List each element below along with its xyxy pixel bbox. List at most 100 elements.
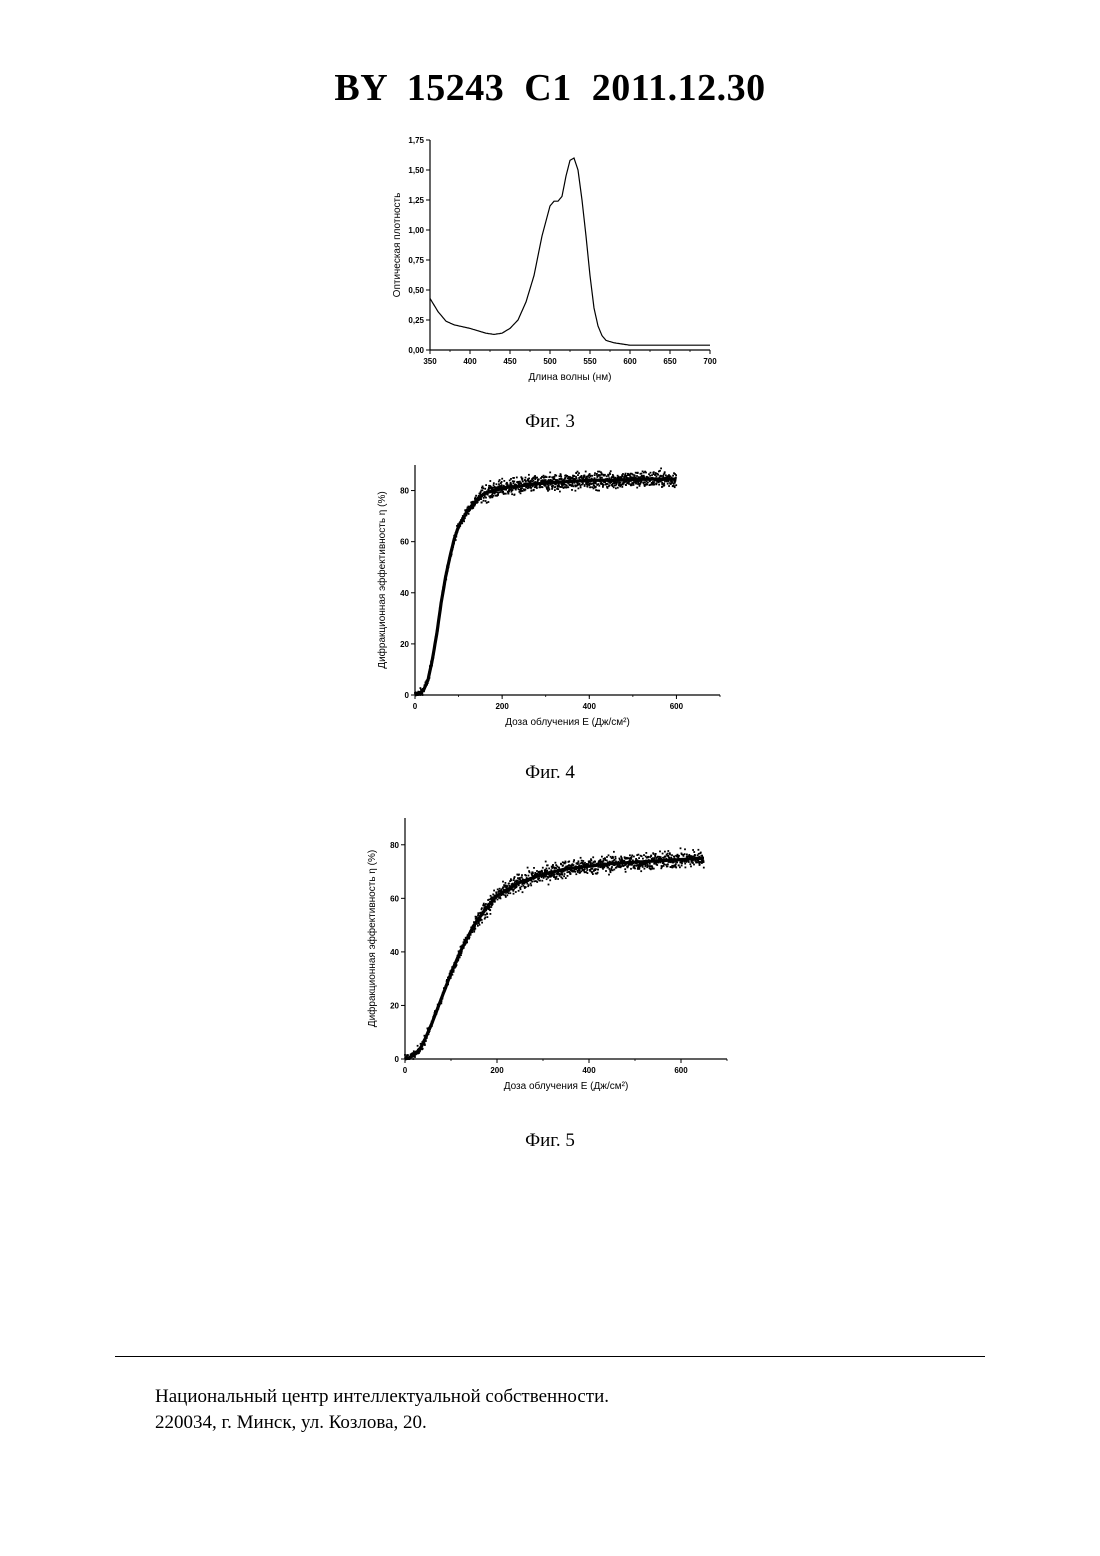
scatter-point bbox=[672, 862, 674, 864]
scatter-point bbox=[692, 862, 694, 864]
scatter-point bbox=[564, 873, 566, 875]
scatter-point bbox=[650, 855, 652, 857]
scatter-point bbox=[536, 487, 538, 489]
scatter-point bbox=[505, 493, 507, 495]
scatter-point bbox=[586, 869, 588, 871]
scatter-point bbox=[686, 854, 688, 856]
scatter-point bbox=[528, 474, 530, 476]
scatter-point bbox=[663, 865, 665, 867]
scatter-point bbox=[605, 870, 607, 872]
scatter-point bbox=[625, 871, 627, 873]
scatter-point bbox=[545, 861, 547, 863]
scatter-point bbox=[598, 490, 600, 492]
scatter-point bbox=[617, 487, 619, 489]
scatter-point bbox=[627, 866, 629, 868]
scatter-point bbox=[503, 480, 505, 482]
scatter-point bbox=[655, 853, 657, 855]
scatter-point bbox=[578, 488, 580, 490]
scatter-point bbox=[500, 898, 502, 900]
scatter-point bbox=[637, 472, 639, 474]
scatter-point bbox=[631, 484, 633, 486]
scatter-point bbox=[668, 481, 670, 483]
y-tick-label: 20 bbox=[390, 1001, 399, 1010]
scatter-point bbox=[557, 878, 559, 880]
scatter-point bbox=[633, 484, 635, 486]
scatter-point bbox=[675, 867, 677, 869]
scatter-point bbox=[542, 867, 544, 869]
scatter-point bbox=[481, 922, 483, 924]
scatter-point bbox=[660, 856, 662, 858]
scatter-point bbox=[669, 854, 671, 856]
scatter-point bbox=[608, 854, 610, 856]
scatter-point bbox=[522, 480, 524, 482]
scatter-point bbox=[521, 487, 523, 489]
scatter-point bbox=[587, 486, 589, 488]
x-tick-label: 500 bbox=[543, 357, 557, 366]
scatter-point bbox=[505, 896, 507, 898]
scatter-point bbox=[610, 871, 612, 873]
scatter-point bbox=[613, 869, 615, 871]
scatter-point bbox=[513, 481, 515, 483]
scatter-point bbox=[663, 863, 665, 865]
scatter-point bbox=[621, 486, 623, 488]
scatter-point bbox=[536, 477, 538, 479]
scatter-point bbox=[477, 925, 479, 927]
figure-3-caption: Фиг. 3 bbox=[0, 411, 1100, 433]
scatter-point bbox=[519, 481, 521, 483]
scatter-points bbox=[404, 847, 705, 1060]
scatter-point bbox=[638, 854, 640, 856]
y-tick-label: 80 bbox=[400, 487, 409, 496]
scatter-point bbox=[518, 874, 520, 876]
scatter-point bbox=[595, 868, 597, 870]
scatter-point bbox=[488, 501, 490, 503]
scatter-point bbox=[568, 861, 570, 863]
scatter-point bbox=[474, 928, 476, 930]
scatter-point bbox=[548, 485, 550, 487]
scatter-point bbox=[559, 491, 561, 493]
scatter-point bbox=[477, 912, 479, 914]
scatter-point bbox=[529, 871, 531, 873]
scatter-point bbox=[667, 850, 669, 852]
scatter-trend-band bbox=[415, 479, 676, 695]
scatter-point bbox=[615, 858, 617, 860]
scatter-point bbox=[520, 492, 522, 494]
scatter-point bbox=[664, 481, 666, 483]
x-tick-label: 700 bbox=[703, 357, 717, 366]
scatter-point bbox=[635, 472, 637, 474]
scatter-point bbox=[607, 483, 609, 485]
scatter-point bbox=[534, 475, 536, 477]
scatter-point bbox=[614, 477, 616, 479]
scatter-point bbox=[613, 851, 615, 853]
x-tick-label: 600 bbox=[674, 1066, 688, 1075]
scatter-point bbox=[675, 863, 677, 865]
scatter-point bbox=[584, 871, 586, 873]
scatter-point bbox=[498, 483, 500, 485]
scatter-point bbox=[580, 487, 582, 489]
scatter-point bbox=[511, 493, 513, 495]
y-axis-label: Дифракционная эффективность η (%) bbox=[366, 850, 378, 1027]
scatter-point bbox=[662, 853, 664, 855]
scatter-point bbox=[520, 482, 522, 484]
scatter-point bbox=[598, 483, 600, 485]
x-tick-label: 400 bbox=[583, 702, 597, 711]
scatter-point bbox=[513, 893, 515, 895]
scatter-point bbox=[645, 852, 647, 854]
scatter-point bbox=[693, 864, 695, 866]
scatter-point bbox=[694, 855, 696, 857]
scatter-point bbox=[591, 860, 593, 862]
scatter-point bbox=[592, 873, 594, 875]
scatter-point bbox=[512, 489, 514, 491]
scatter-point bbox=[478, 922, 480, 924]
scatter-point bbox=[654, 855, 656, 857]
scatter-point bbox=[490, 906, 492, 908]
y-tick-label: 60 bbox=[390, 894, 399, 903]
scatter-point bbox=[563, 875, 565, 877]
scatter-point bbox=[509, 892, 511, 894]
scatter-point bbox=[630, 858, 632, 860]
scatter-point bbox=[506, 885, 508, 887]
scatter-point bbox=[658, 484, 660, 486]
scatter-point bbox=[684, 848, 686, 850]
y-tick-label: 40 bbox=[400, 589, 409, 598]
scatter-point bbox=[631, 855, 633, 857]
scatter-point bbox=[497, 493, 499, 495]
